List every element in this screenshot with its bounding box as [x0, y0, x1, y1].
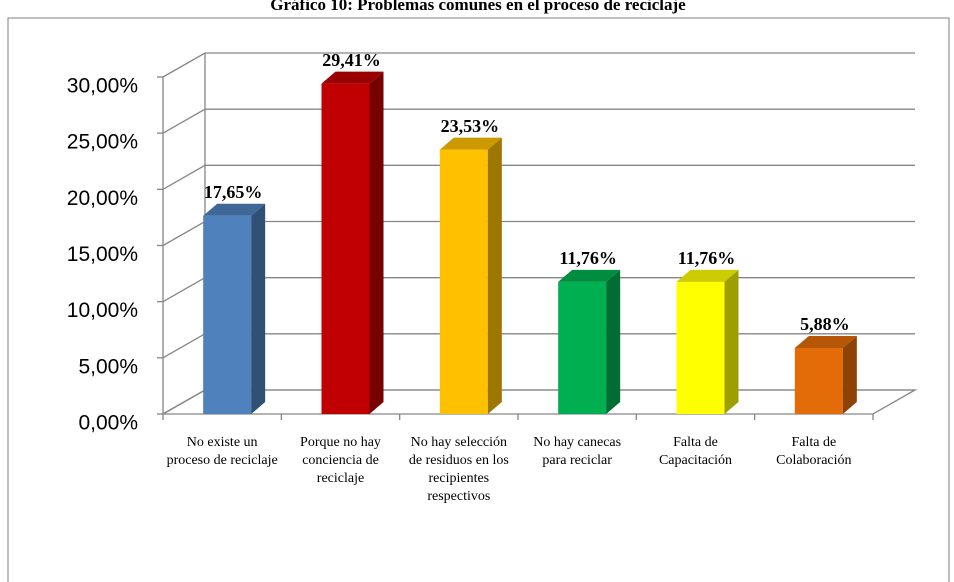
bar-front — [203, 215, 252, 414]
bar-top — [321, 71, 384, 84]
y-tick-label: 10,00% — [67, 299, 138, 322]
x-tick-label: Falta de Colaboración — [776, 435, 852, 468]
bar-front — [321, 83, 370, 414]
grid-line — [162, 108, 915, 134]
data-label: 23,53% — [441, 116, 500, 136]
bar-side — [369, 71, 384, 414]
x-tick-label: Falta de Capacitación — [658, 435, 733, 468]
data-label: 29,41% — [322, 50, 381, 70]
bar — [203, 203, 266, 414]
bar-side — [487, 137, 502, 414]
y-tick-label: 25,00% — [67, 131, 138, 154]
x-tick-label: Porque no hay conciencia de reciclaje — [300, 435, 381, 486]
bar — [558, 269, 621, 414]
y-tick-label: 20,00% — [67, 187, 138, 210]
bar-top — [794, 335, 857, 348]
x-tick-label: No existe un proceso de reciclaje — [166, 435, 278, 468]
bar-front — [794, 347, 843, 414]
bar-side — [606, 269, 621, 414]
bar-front — [439, 149, 488, 414]
x-tick-label: No hay selección de residuos en los reci… — [408, 435, 509, 504]
grid-line — [162, 52, 915, 78]
bar-side — [842, 335, 857, 414]
chart-title: Gráfico 10: Problemas comunes en el proc… — [270, 0, 686, 14]
data-label: 11,76% — [678, 248, 736, 268]
x-tick-label: No hay canecas para reciclar — [533, 435, 622, 468]
data-label: 11,76% — [559, 248, 617, 268]
bar-top — [676, 269, 739, 282]
bar-front — [676, 281, 725, 414]
y-tick-label: 15,00% — [67, 243, 138, 266]
bar-front — [558, 281, 607, 414]
bar — [676, 269, 739, 414]
y-tick-label: 30,00% — [67, 75, 138, 98]
bar — [439, 137, 502, 414]
bar-side — [251, 203, 266, 414]
grid-line — [162, 164, 915, 190]
bar — [794, 335, 857, 414]
bar-side — [724, 269, 739, 414]
bar-top — [439, 137, 502, 150]
bar — [321, 71, 384, 414]
data-label: 5,88% — [800, 314, 850, 334]
bar-top — [558, 269, 621, 282]
data-label: 17,65% — [204, 182, 263, 202]
bar-top — [203, 203, 266, 216]
y-tick-label: 0,00% — [78, 412, 138, 435]
y-tick-label: 5,00% — [78, 355, 138, 378]
